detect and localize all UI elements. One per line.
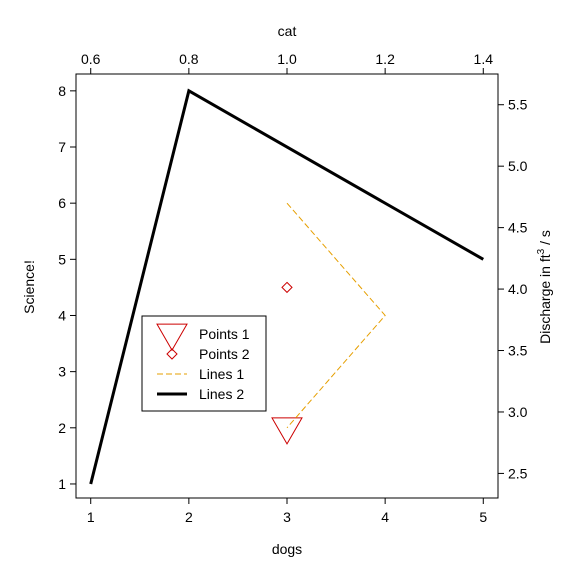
top-x-axis-label: cat	[278, 23, 297, 39]
series-layer	[89, 88, 485, 485]
top-x-tick-label: 1.0	[277, 51, 297, 67]
top-x-axis: 0.6 0.8 1.0 1.2 1.4	[81, 51, 493, 74]
right-y-axis-label-sup: 3	[536, 248, 547, 254]
legend-label: Lines 2	[199, 386, 244, 402]
legend-label: Points 1	[199, 326, 250, 342]
x-axis-label: dogs	[272, 541, 302, 557]
right-y-axis: 2.5 3.0 3.5 4.0 4.5 5.0 5.5	[498, 97, 528, 481]
top-x-tick-label: 1.4	[474, 51, 494, 67]
legend-swatch-diamond	[166, 348, 178, 360]
x-axis: 1 2 3 4 5	[87, 498, 487, 525]
right-y-axis-label-tail: / s	[537, 230, 553, 249]
x-tick-label: 1	[87, 509, 95, 525]
series-line	[286, 202, 386, 429]
x-tick-label: 3	[283, 509, 291, 525]
y-tick-label: 7	[58, 139, 66, 155]
legend: Points 1 Points 2 Lines 1 Lines 2	[141, 315, 267, 412]
y-axis-label: Science!	[21, 260, 37, 314]
right-y-tick-label: 3.0	[508, 404, 528, 420]
y-tick-label: 6	[58, 195, 66, 211]
right-y-tick-label: 4.0	[508, 281, 528, 297]
y-tick-label: 1	[58, 476, 66, 492]
legend-swatch-triangle	[156, 323, 188, 352]
top-x-tick-label: 0.6	[81, 51, 101, 67]
x-tick-label: 4	[381, 509, 389, 525]
right-y-tick-label: 2.5	[508, 465, 528, 481]
x-tick-label: 5	[479, 509, 487, 525]
series-point-triangle	[271, 417, 303, 445]
right-y-tick-label: 5.5	[508, 97, 528, 113]
legend-label: Points 2	[199, 346, 250, 362]
y-tick-label: 4	[58, 307, 66, 323]
y-tick-label: 3	[58, 364, 66, 380]
y-tick-label: 2	[58, 420, 66, 436]
right-y-tick-label: 5.0	[508, 158, 528, 174]
y-tick-label: 5	[58, 251, 66, 267]
top-x-tick-label: 0.8	[179, 51, 199, 67]
right-y-tick-label: 3.5	[508, 343, 528, 359]
right-y-axis-label-main: Discharge in ft	[537, 254, 553, 344]
right-y-tick-label: 4.5	[508, 220, 528, 236]
right-y-axis-label: Discharge in ft3 / s	[536, 230, 553, 344]
x-tick-label: 2	[185, 509, 193, 525]
top-x-tick-label: 1.2	[375, 51, 395, 67]
y-tick-label: 8	[58, 83, 66, 99]
series-point-diamond	[281, 281, 293, 294]
y-axis: 1 2 3 4 5 6 7 8	[58, 83, 76, 492]
series-line	[89, 88, 485, 485]
legend-label: Lines 1	[199, 366, 244, 382]
